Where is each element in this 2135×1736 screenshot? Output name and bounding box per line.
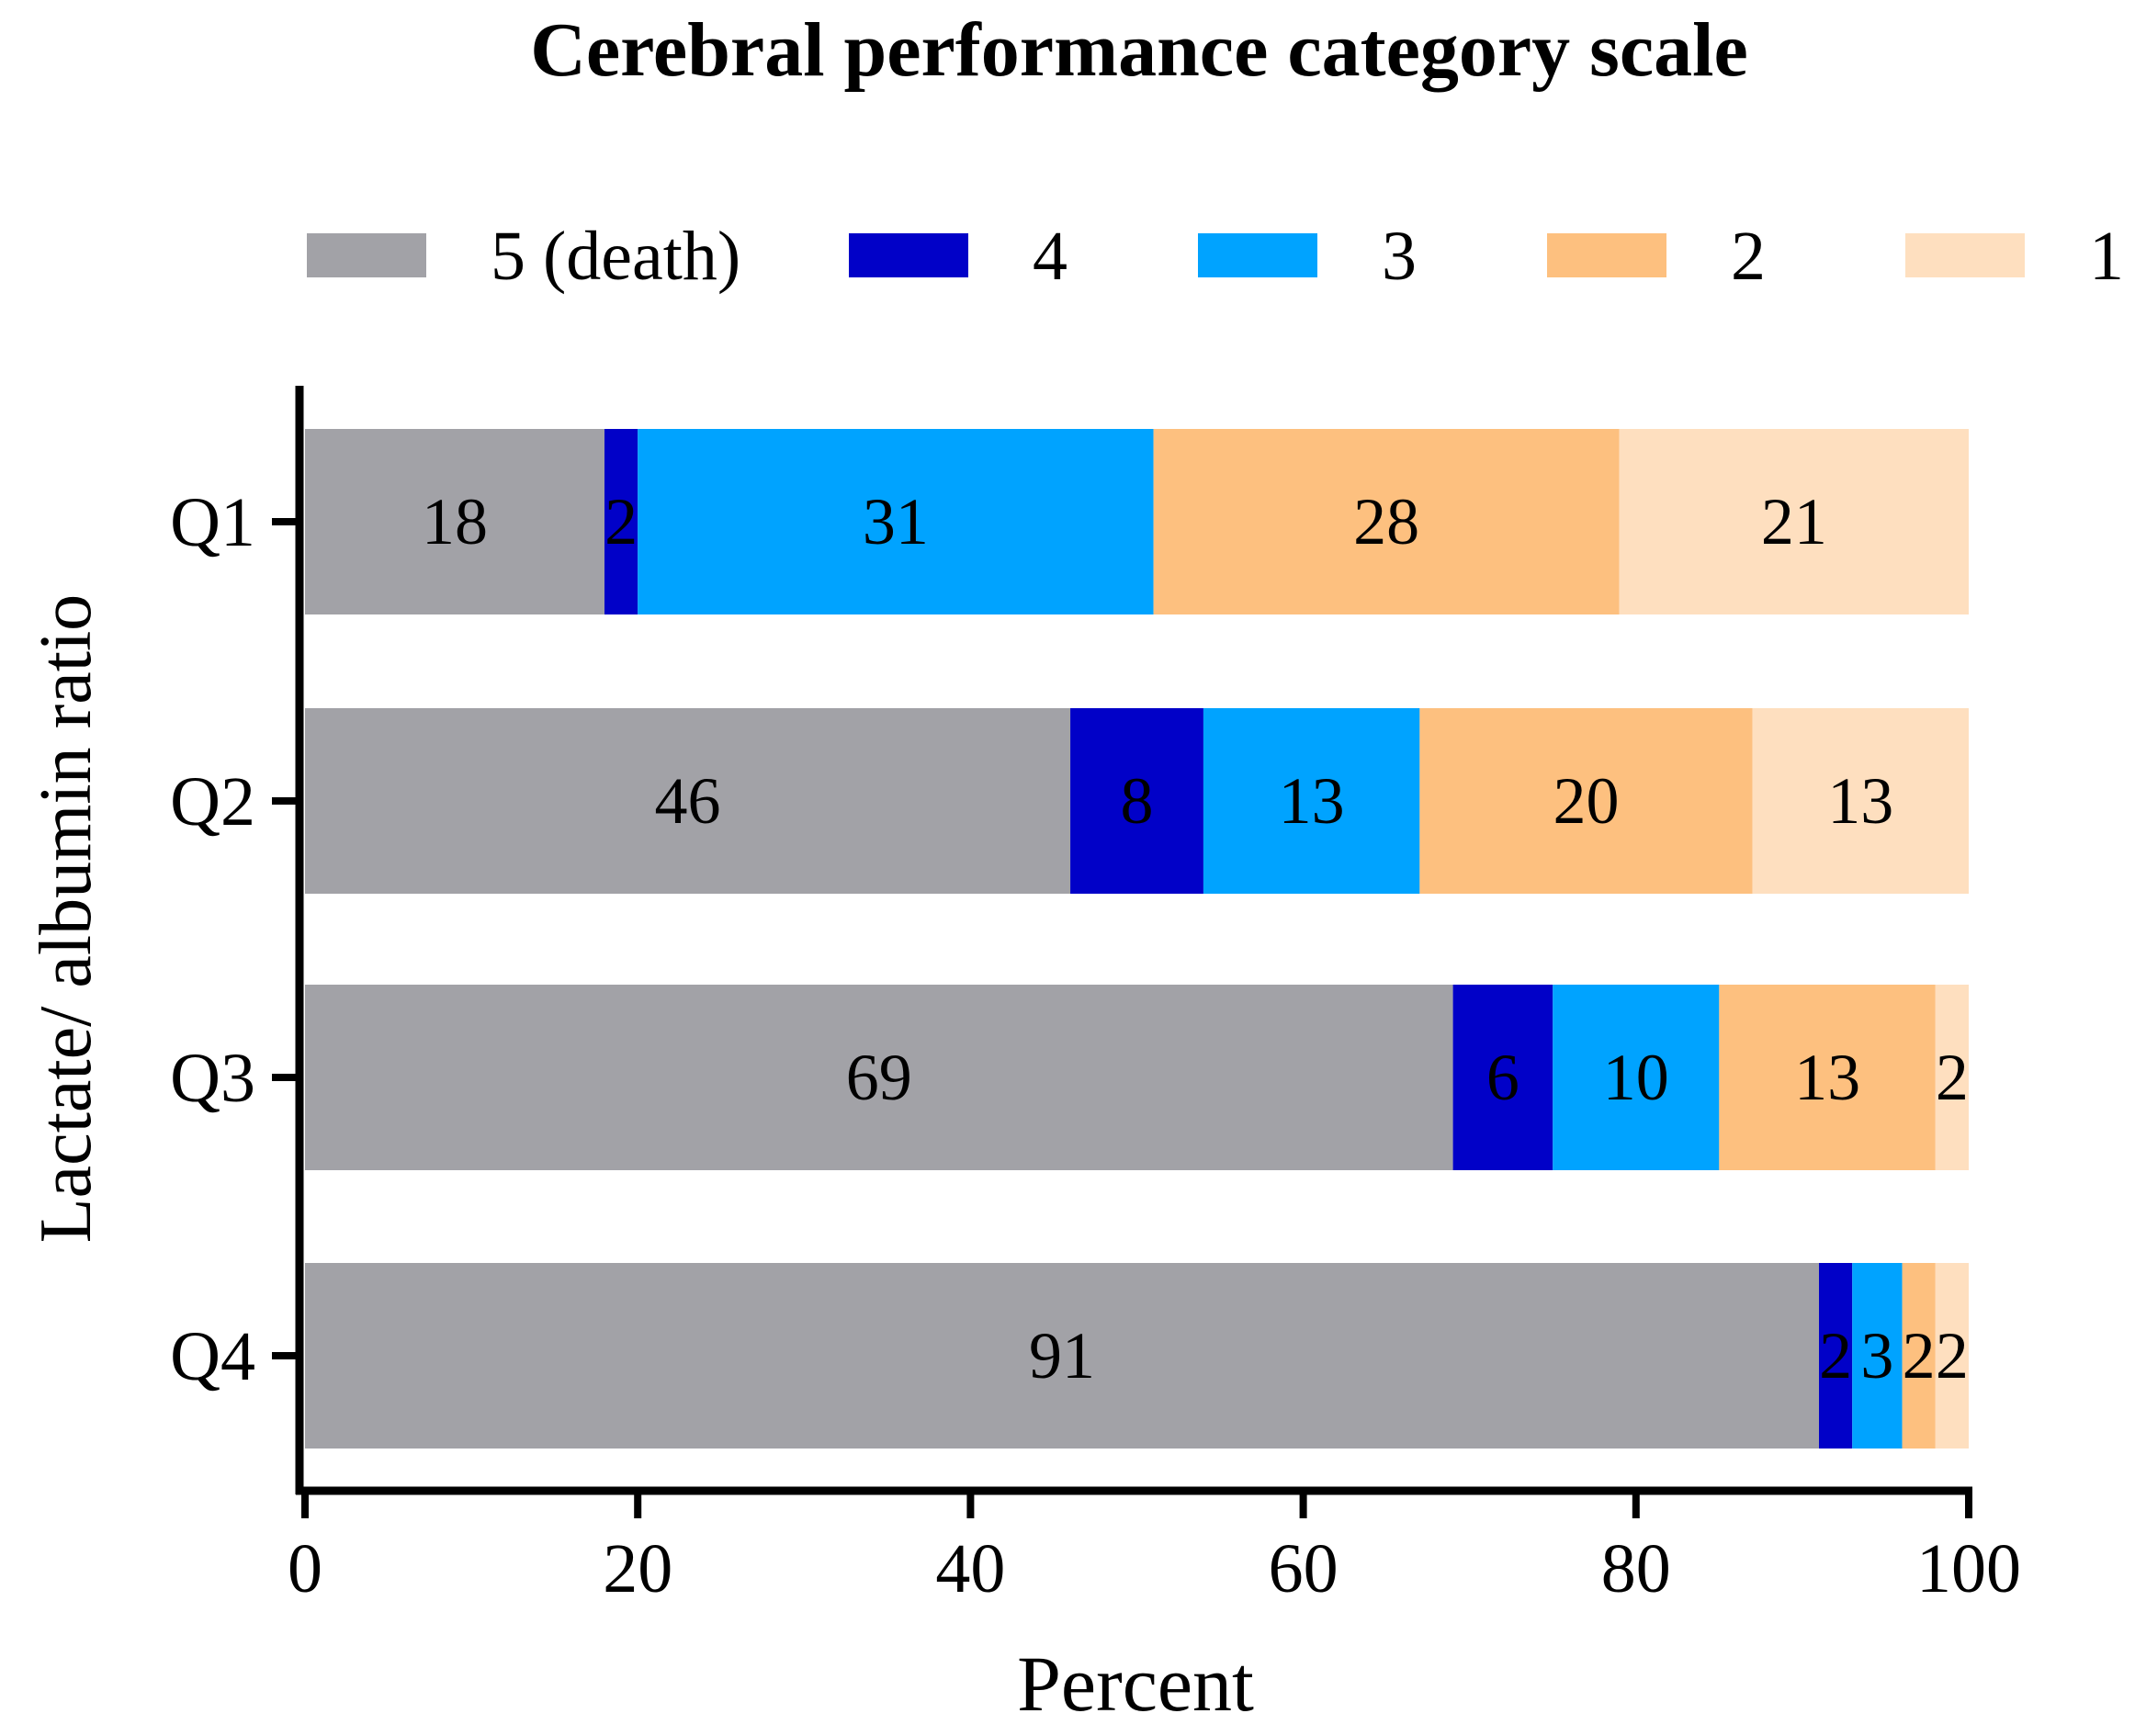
legend-swatch	[849, 233, 968, 277]
bar-data-label: 46	[655, 764, 721, 838]
x-ticks-group: 0 20 40 60 80 100	[288, 1491, 2021, 1607]
axes-group	[295, 386, 1972, 1495]
bar-segment	[305, 708, 1071, 894]
bar-data-label: 18	[422, 485, 488, 558]
bar-segment	[638, 429, 1154, 614]
bar-segment	[1553, 985, 1720, 1170]
bar-data-label: 91	[1029, 1319, 1095, 1392]
bar-data-label: 13	[1279, 764, 1345, 838]
bar-data-label: 2	[1936, 1041, 1969, 1114]
bar-segment	[1419, 708, 1753, 894]
y-tick-label: Q2	[170, 763, 255, 840]
chart-title: Cerebral performance category scale	[530, 7, 1748, 93]
y-tick-label: Q4	[170, 1318, 255, 1395]
bar-data-label: 2	[1936, 1319, 1969, 1392]
legend-swatch	[1905, 233, 2025, 277]
bar-segment	[1719, 985, 1936, 1170]
bar-data-label: 2	[1819, 1319, 1852, 1392]
bar-data-label: 10	[1603, 1041, 1669, 1114]
bar-data-label: 13	[1794, 1041, 1860, 1114]
legend: 5 (death) 4 3 2 1	[307, 218, 2124, 295]
bar-segment	[1070, 708, 1203, 894]
bar-data-label: 2	[1903, 1319, 1936, 1392]
bar-segment	[305, 1263, 1820, 1449]
legend-label: 1	[2089, 218, 2124, 295]
y-axis-label: Lactate/ albumin ratio	[26, 594, 107, 1243]
x-tick-label: 20	[603, 1530, 672, 1607]
x-tick-label: 0	[288, 1530, 322, 1607]
bar-segment	[1902, 1263, 1936, 1449]
y-tick-label: Q1	[170, 484, 255, 561]
bar-segment	[604, 429, 638, 614]
bar-data-label: 21	[1761, 485, 1827, 558]
bar-data-label: 3	[1860, 1319, 1893, 1392]
legend-label: 2	[1731, 218, 1766, 295]
x-tick-label: 40	[935, 1530, 1005, 1607]
legend-label: 5 (death)	[491, 218, 740, 295]
bar-segment	[1619, 429, 1969, 614]
bar-segment	[1153, 429, 1620, 614]
bar-data-label: 2	[604, 485, 638, 558]
bar-data-label: 28	[1353, 485, 1419, 558]
x-tick-label: 80	[1601, 1530, 1671, 1607]
bar-segment	[1752, 708, 1969, 894]
bar-segment	[1203, 708, 1420, 894]
bar-data-label: 31	[863, 485, 929, 558]
bar-segment	[305, 985, 1453, 1170]
y-ticks-group: Q1 Q2 Q3 Q4	[170, 484, 299, 1395]
legend-label: 4	[1033, 218, 1068, 295]
bar-segment	[1819, 1263, 1853, 1449]
x-tick-label: 60	[1269, 1530, 1339, 1607]
legend-swatch	[307, 233, 426, 277]
bars-group	[305, 429, 1969, 1449]
bar-data-label: 69	[846, 1041, 912, 1114]
x-axis-label: Percent	[1017, 1640, 1254, 1728]
legend-label: 3	[1382, 218, 1417, 295]
bar-data-label: 13	[1827, 764, 1893, 838]
bar-data-label: 20	[1553, 764, 1619, 838]
bar-segment	[1452, 985, 1553, 1170]
x-tick-label: 100	[1916, 1530, 2021, 1607]
bar-segment	[1935, 1263, 1969, 1449]
legend-swatch	[1198, 233, 1317, 277]
bar-data-label: 8	[1121, 764, 1154, 838]
y-tick-label: Q3	[170, 1040, 255, 1117]
bar-segment	[1852, 1263, 1903, 1449]
bar-data-label: 6	[1486, 1041, 1519, 1114]
legend-swatch	[1547, 233, 1666, 277]
bar-segment	[305, 429, 604, 614]
bar-segment	[1935, 985, 1969, 1170]
